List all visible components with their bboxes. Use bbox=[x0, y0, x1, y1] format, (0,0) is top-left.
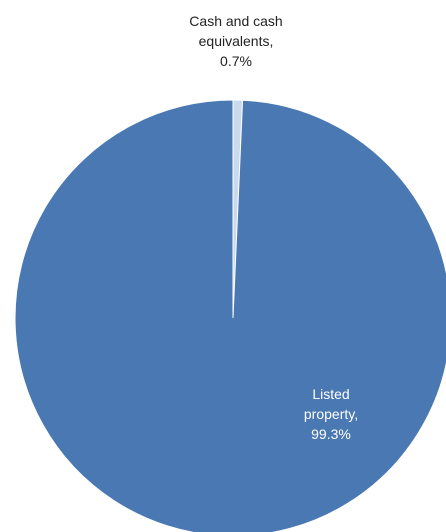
slice-label-cash-and-cash-equivalents: Cash and cash equivalents, 0.7% bbox=[189, 13, 282, 69]
pie-labels: Cash and cash equivalents, 0.7% Listed prope… bbox=[189, 13, 358, 442]
pie-slices bbox=[14, 99, 446, 532]
pie-slice-listed-property bbox=[14, 99, 446, 532]
slice-label-listed-property: Listed property, 99.3% bbox=[304, 386, 358, 442]
